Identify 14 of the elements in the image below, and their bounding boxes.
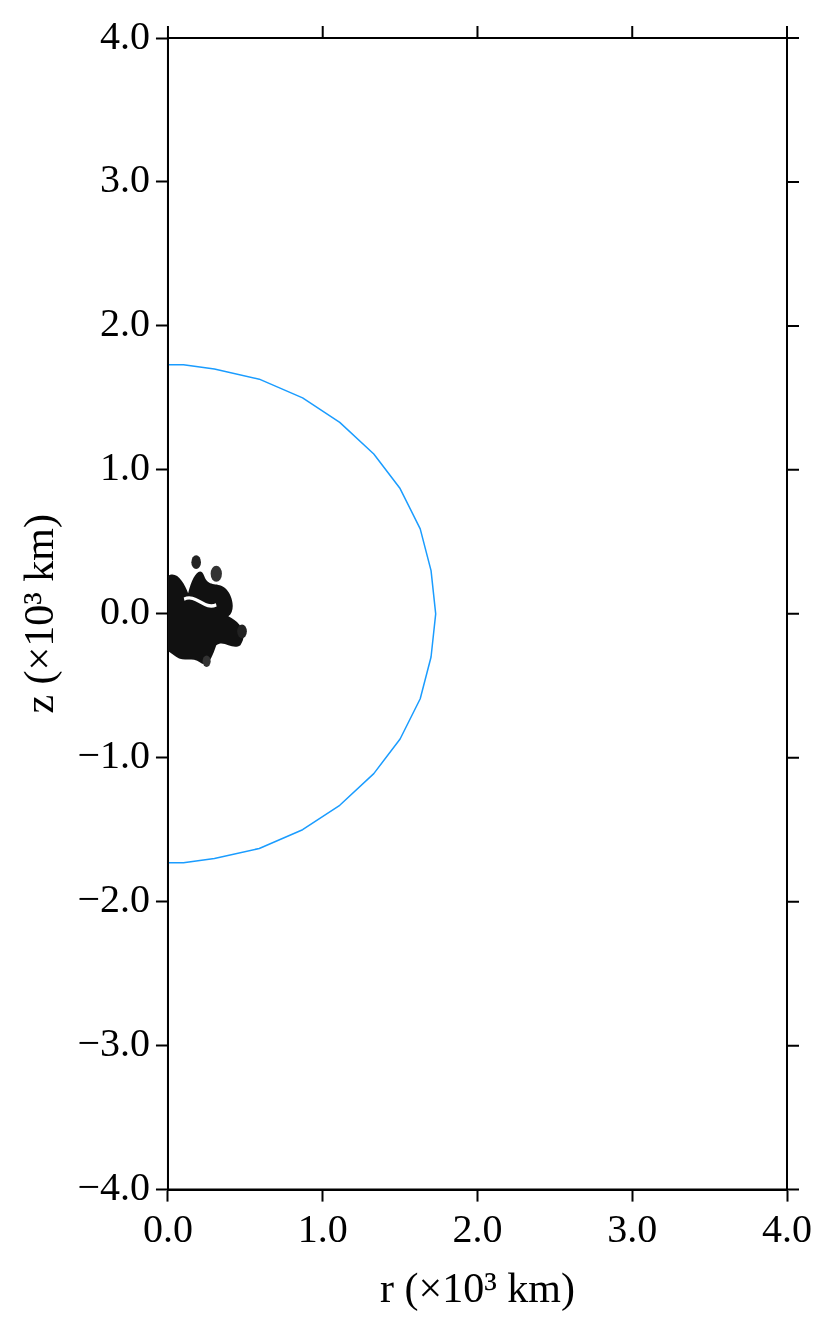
x-tick-label: 3.0 (607, 1206, 658, 1252)
x-tick-label: 1.0 (297, 1206, 348, 1252)
x-axis-title: r (×10³ km) (380, 1264, 575, 1312)
x-tick-label: 4.0 (762, 1206, 812, 1252)
y-tick-label: −1.0 (77, 732, 150, 778)
y-tick-label: 3.0 (99, 156, 150, 202)
y-tick-label: 2.0 (99, 300, 150, 346)
x-tick-label: 2.0 (452, 1206, 503, 1252)
y-tick-label: 4.0 (99, 12, 150, 58)
y-tick-label: −2.0 (77, 876, 150, 922)
y-tick-label: 0.0 (99, 588, 150, 634)
y-tick-label: 1.0 (99, 444, 150, 490)
y-axis-title: z (×10³ km) (16, 514, 64, 714)
y-tick-label: −3.0 (77, 1020, 150, 1066)
